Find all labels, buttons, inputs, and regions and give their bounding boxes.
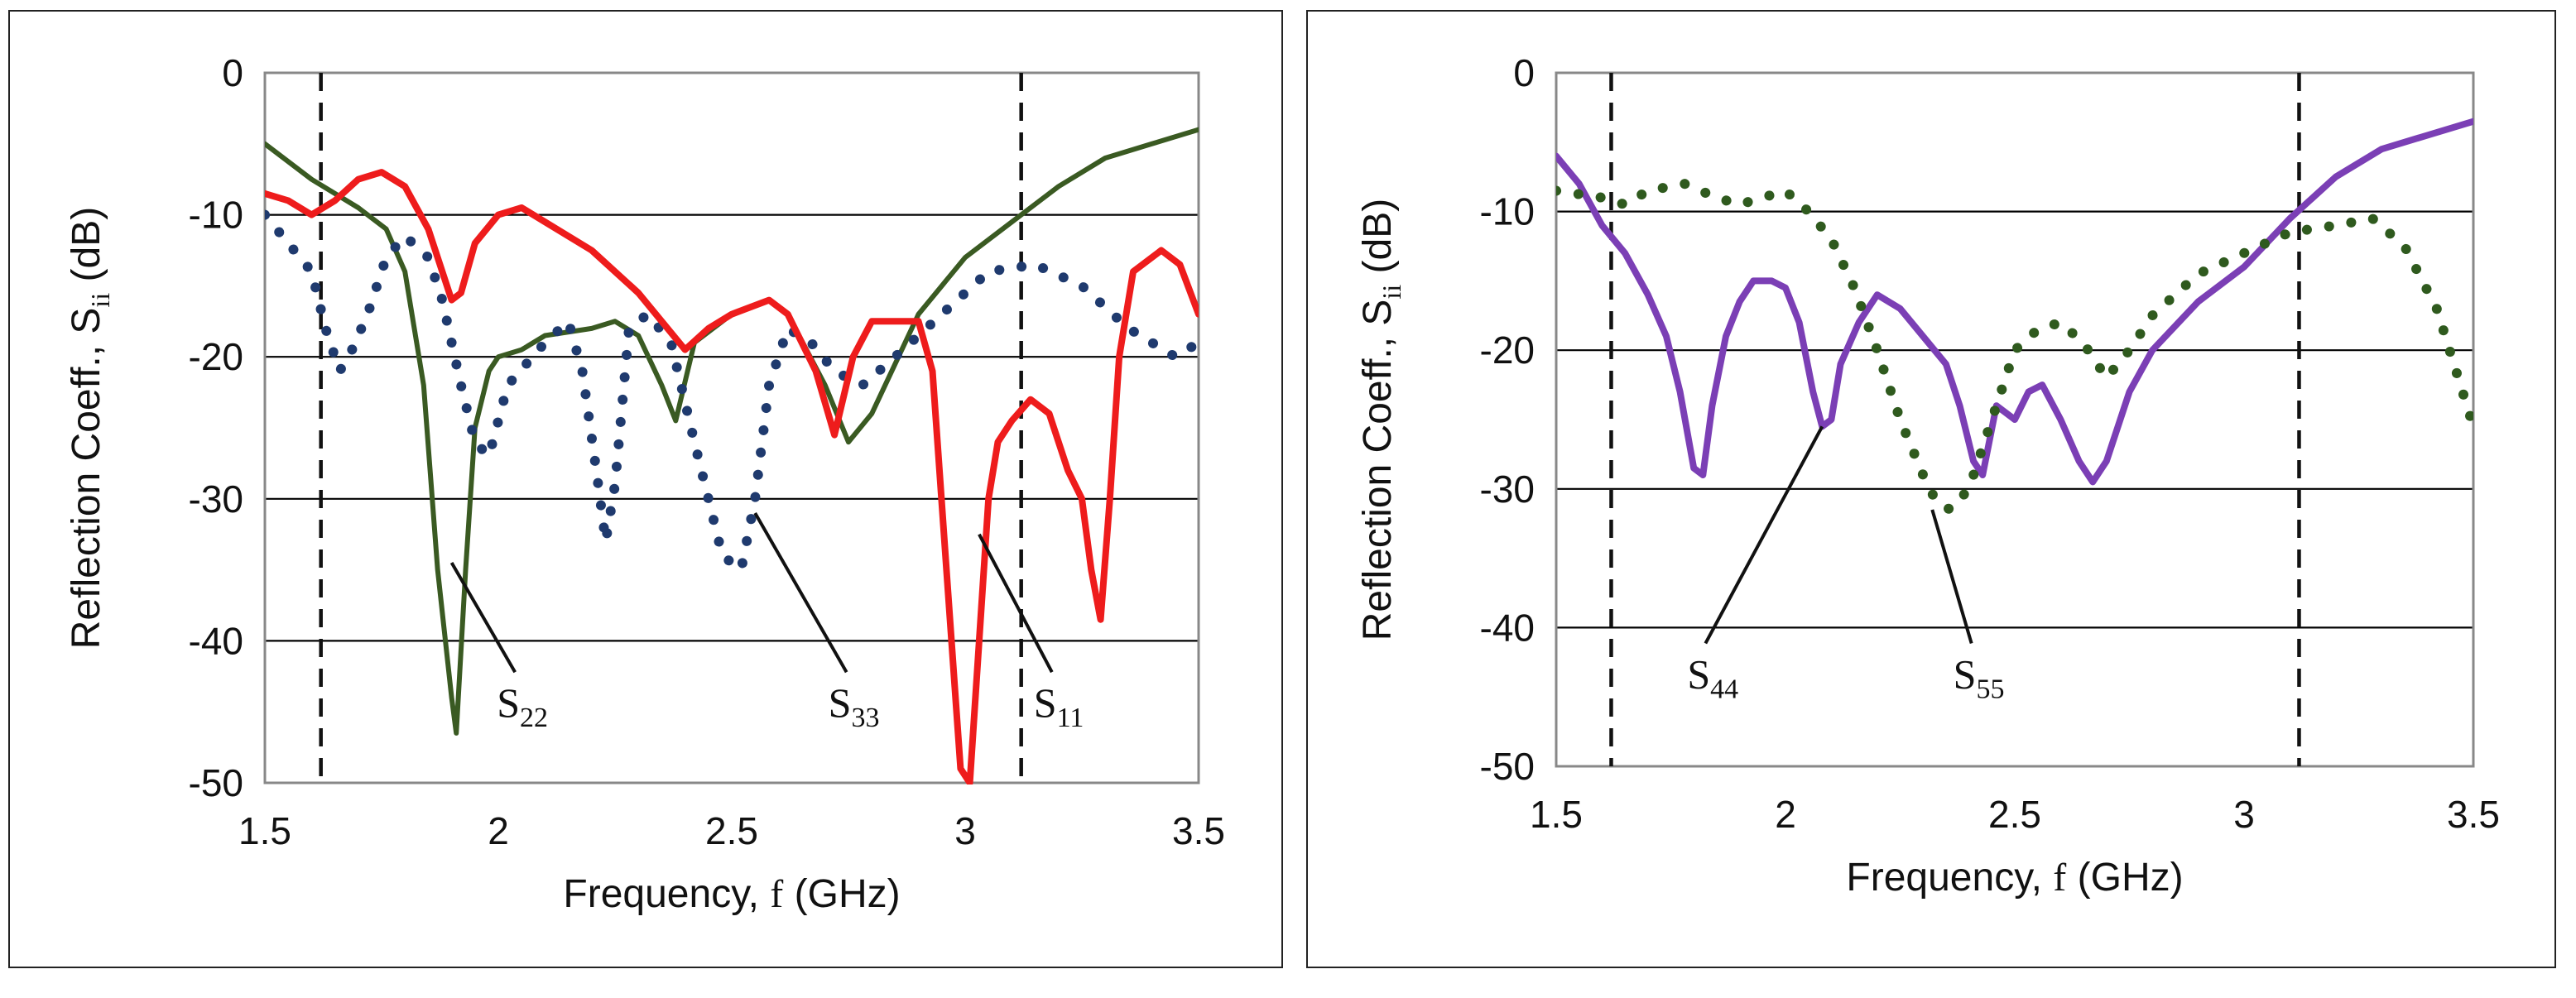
x-tick-label: 2.5: [1988, 793, 2041, 836]
left-chart-panel: 0 -10 -20 -30 -40 -50 1.5 2 2.5 3 3.5 Frequency, f …: [8, 10, 1283, 968]
y-tick-label: -20: [1480, 329, 1535, 372]
annotation-leader-line: [1704, 425, 1824, 645]
series-s11-line: [265, 169, 1199, 784]
y-tick-label: -40: [1480, 606, 1535, 649]
x-tick-label: 3: [954, 809, 976, 852]
annotation-label-22: S22: [497, 679, 548, 733]
y-tick-label: -40: [189, 619, 243, 662]
x-tick-label: 3.5: [1172, 809, 1225, 852]
annotation-label-11: S11: [1034, 679, 1084, 733]
y-tick-label: 0: [222, 51, 243, 94]
y-axis-label: Reflection Coeff., Sii (dB): [1356, 199, 1406, 641]
annotation-label-55: S55: [1954, 650, 2005, 704]
y-tick-label: -50: [1480, 745, 1535, 788]
y-tick-label: -30: [189, 477, 243, 521]
y-tick-label: -30: [1480, 468, 1535, 511]
series-s44-line: [1556, 118, 2473, 486]
x-axis-label: Frequency, f (GHz): [1846, 856, 2183, 900]
y-axis-label: Reflection Coeff., Sii (dB): [65, 207, 115, 649]
annotation-leader-line: [753, 511, 848, 674]
right-chart-panel: 0 -10 -20 -30 -40 -50 1.5 2 2.5 3 3.5 Frequency, f …: [1306, 10, 2556, 968]
x-tick-label: 1.5: [238, 809, 291, 852]
right-chart: 0 -10 -20 -30 -40 -50 1.5 2 2.5 3 3.5 Frequency, f …: [1356, 51, 2500, 900]
y-tick-label: -50: [189, 761, 243, 804]
x-tick-label: 2: [488, 809, 509, 852]
left-chart: 0 -10 -20 -30 -40 -50 1.5 2 2.5 3 3.5 Frequency, f …: [65, 51, 1225, 916]
series-s22-line: [265, 127, 1199, 736]
plot-frame: [263, 71, 1200, 784]
x-tick-label: 3.5: [2447, 793, 2500, 836]
series-s55-line: [1556, 179, 2473, 515]
x-tick-label: 3: [2233, 793, 2255, 836]
x-axis-label: Frequency, f (GHz): [563, 872, 900, 916]
y-tick-label: -10: [189, 194, 243, 237]
annotation-label-44: S44: [1687, 650, 1738, 704]
annotation-label-33: S33: [829, 679, 880, 733]
y-tick-label: -20: [189, 335, 243, 378]
annotation-leader-line: [978, 533, 1054, 674]
x-tick-label: 1.5: [1530, 793, 1583, 836]
x-tick-label: 2.5: [705, 809, 758, 852]
x-tick-label: 2: [1775, 793, 1796, 836]
annotation-leader-line: [449, 562, 517, 674]
annotation-leader-line: [1930, 509, 1973, 645]
y-tick-label: 0: [1513, 51, 1535, 94]
y-tick-label: -10: [1480, 190, 1535, 233]
series-s33-line: [265, 209, 1199, 575]
